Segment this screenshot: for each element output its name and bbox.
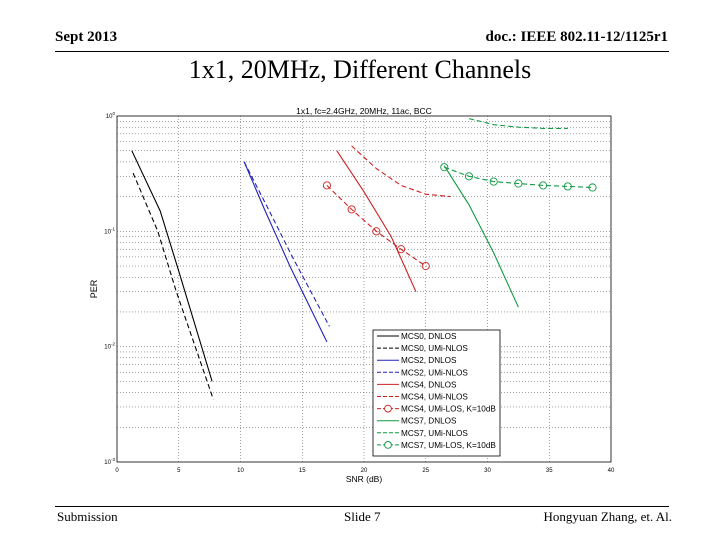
x-tick-label: 30 [484,468,491,474]
x-tick-label: 20 [361,468,368,474]
series-point-7 [322,181,332,190]
footer-author: Hongyuan Zhang, et. Al. [543,509,672,524]
series-point-7 [347,205,356,214]
series-line-5 [336,150,417,292]
series-point-10 [539,181,548,190]
x-axis-label: SNR (dB) [346,474,383,484]
header-date: Sept 2013 [55,29,118,45]
y-tick-label: 10-1 [104,226,115,235]
legend-label: MCS7, UMi-NLOS [401,429,468,438]
series-line-7 [326,185,427,267]
legend-label: MCS2, UMi-NLOS [401,368,468,377]
y-tick-label: 100 [106,111,116,120]
series-point-10 [489,177,498,186]
header-doc-id: doc.: IEEE 802.11-12/1125r1 [485,29,668,45]
legend-label: MCS2, DNLOS [401,356,457,365]
legend-marker [384,441,392,449]
header-rule [55,51,669,52]
legend-label: MCS4, DNLOS [401,380,457,389]
series-line-3 [243,161,328,343]
series-point-10 [464,172,474,181]
x-tick-label: 40 [608,468,615,474]
x-tick-label: 15 [299,468,306,474]
y-axis-label: PER [89,279,99,298]
footer-rule [55,506,669,507]
series-point-7 [421,262,430,271]
series-point-10 [563,182,572,191]
grid-lines [117,116,611,462]
series-line-1 [131,150,213,382]
legend-label: MCS4, UMi-LOS, K=10dB [401,405,496,414]
x-tick-label: 35 [546,468,553,474]
x-tick-label: 0 [115,468,119,474]
chart-title: 1x1, fc=2.4GHz, 20MHz, 11ac, BCC [296,106,432,116]
y-tick-label: 10-2 [104,342,115,351]
axis-ticks: 0 5 10 15 20 25 30 35 40 10-3 10-2 10-1 100 [104,111,615,474]
legend-label: MCS0, DNLOS [401,332,457,341]
footer-slide-number: Slide 7 [344,509,381,524]
series-line-6 [351,145,451,198]
series-point-10 [514,179,523,188]
legend-box [372,329,501,457]
series-line-4 [243,161,330,327]
footer-submission: Submission [57,509,118,524]
series-line-10 [444,166,593,189]
series-point-7 [396,245,406,254]
series-point-7 [372,227,381,236]
slide-title: 1x1, 20MHz, Different Channels [188,55,532,84]
series-point-10 [588,183,597,192]
series-point-10 [440,163,449,172]
legend-label: MCS0, UMi-NLOS [401,344,468,353]
y-tick-label: 10-3 [104,457,115,466]
x-tick-label: 5 [177,468,181,474]
legend: MCS0, DNLOS MCS0, UMi-NLOS MCS2, DNLOS MCS2… [372,329,501,457]
series-line-8 [443,165,519,308]
legend-label: MCS7, UMi-LOS, K=10dB [401,441,496,450]
x-tick-label: 10 [237,468,244,474]
series-line-9 [468,118,568,129]
legend-marker [384,404,392,413]
legend-label: MCS7, DNLOS [401,417,457,426]
series-layer [131,118,597,400]
x-tick-label: 25 [422,468,429,474]
legend-label: MCS4, UMi-NLOS [401,393,468,402]
